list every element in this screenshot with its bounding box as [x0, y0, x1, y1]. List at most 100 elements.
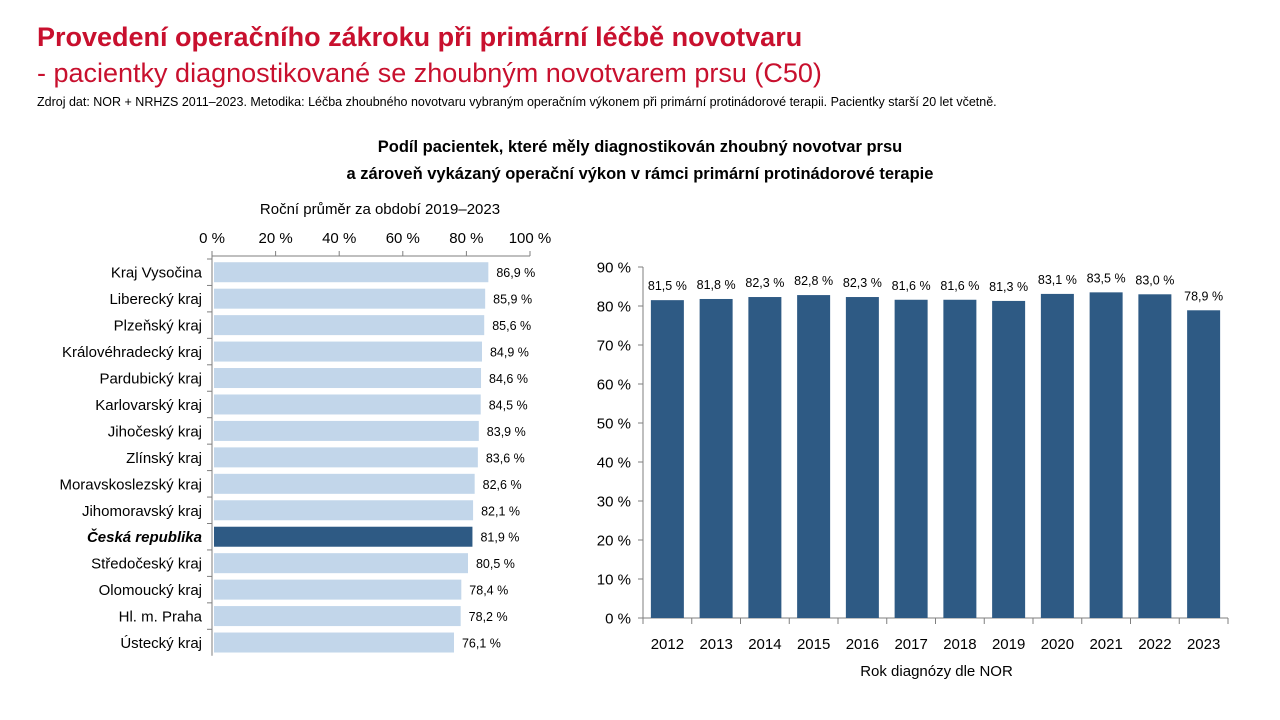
left-category-label: Ústecký kraj: [120, 635, 202, 652]
right-value-label: 81,6 %: [892, 279, 931, 293]
left-bar: [214, 394, 481, 415]
left-value-label: 86,9 %: [496, 266, 535, 280]
left-x-tick-label: 40 %: [322, 230, 356, 247]
left-value-label: 85,6 %: [492, 319, 531, 333]
left-category-label: Česká republika: [87, 528, 202, 546]
right-bar: [943, 299, 977, 618]
left-category-label: Jihočeský kraj: [108, 423, 202, 440]
left-bar: [214, 420, 479, 441]
right-x-tick-label: 2015: [797, 636, 830, 653]
right-bar: [1089, 292, 1123, 618]
right-value-label: 83,5 %: [1087, 271, 1126, 285]
data-source-note: Zdroj dat: NOR + NRHZS 2011–2023. Metodi…: [37, 95, 997, 109]
left-bar: [214, 579, 462, 600]
right-x-tick-label: 2014: [748, 636, 781, 653]
right-x-tick-label: 2012: [651, 636, 684, 653]
right-bar: [992, 300, 1026, 618]
left-value-label: 81,9 %: [480, 531, 519, 545]
left-bar: [214, 632, 454, 653]
right-y-tick-label: 50 %: [597, 416, 631, 433]
left-value-label: 83,9 %: [487, 425, 526, 439]
right-value-label: 82,8 %: [794, 274, 833, 288]
left-value-label: 82,1 %: [481, 504, 520, 518]
page-subtitle: - pacientky diagnostikované se zhoubným …: [37, 58, 822, 88]
right-x-tick-label: 2013: [699, 636, 732, 653]
left-category-label: Středočeský kraj: [91, 556, 202, 573]
right-x-tick-label: 2018: [943, 636, 976, 653]
left-bar: [214, 553, 468, 574]
right-y-tick-label: 0 %: [605, 611, 631, 628]
right-value-label: 81,6 %: [940, 279, 979, 293]
left-bar: [214, 315, 485, 336]
left-value-label: 78,2 %: [469, 610, 508, 624]
right-x-tick-label: 2017: [894, 636, 927, 653]
left-bar: [214, 526, 473, 547]
right-y-tick-label: 90 %: [597, 260, 631, 277]
left-value-label: 85,9 %: [493, 293, 532, 307]
left-bar: [214, 473, 475, 494]
left-value-label: 83,6 %: [486, 451, 525, 465]
left-bar: [214, 262, 489, 283]
chart-heading-line-2: a zároveň vykázaný operační výkon v rámc…: [346, 165, 934, 183]
right-x-tick-label: 2019: [992, 636, 1025, 653]
left-value-label: 84,5 %: [489, 398, 528, 412]
right-value-label: 78,9 %: [1184, 289, 1223, 303]
right-value-label: 83,0 %: [1135, 273, 1174, 287]
right-y-tick-label: 70 %: [597, 338, 631, 355]
right-x-tick-label: 2020: [1041, 636, 1074, 653]
left-category-label: Moravskoslezský kraj: [59, 476, 202, 493]
right-x-tick-label: 2016: [846, 636, 879, 653]
left-bar: [214, 341, 482, 362]
right-bar: [1187, 310, 1221, 618]
left-category-label: Hl. m. Praha: [119, 609, 203, 626]
left-value-label: 76,1 %: [462, 637, 501, 651]
right-y-tick-label: 10 %: [597, 572, 631, 589]
right-bar: [1040, 293, 1074, 618]
right-y-tick-label: 80 %: [597, 299, 631, 316]
right-y-tick-label: 20 %: [597, 533, 631, 550]
right-y-tick-label: 30 %: [597, 494, 631, 511]
chart-heading-line-1: Podíl pacientek, které měly diagnostikov…: [377, 138, 903, 156]
left-value-label: 82,6 %: [483, 478, 522, 492]
right-bar: [1138, 294, 1172, 618]
right-bar: [894, 299, 928, 618]
left-x-tick-label: 60 %: [386, 230, 420, 247]
left-x-tick-label: 80 %: [449, 230, 483, 247]
left-bar: [214, 606, 461, 627]
right-value-label: 82,3 %: [745, 276, 784, 290]
left-bar: [214, 447, 478, 468]
left-category-label: Karlovarský kraj: [95, 397, 202, 414]
right-x-tick-label: 2022: [1138, 636, 1171, 653]
left-x-tick-label: 0 %: [199, 230, 225, 247]
left-category-label: Olomoucký kraj: [99, 582, 202, 599]
page-title: Provedení operačního zákroku při primárn…: [37, 22, 803, 52]
right-y-tick-label: 60 %: [597, 377, 631, 394]
left-value-label: 84,6 %: [489, 372, 528, 386]
right-bar: [748, 297, 782, 618]
right-value-label: 81,3 %: [989, 280, 1028, 294]
left-category-label: Kraj Vysočina: [111, 265, 203, 282]
left-chart-title: Roční průměr za období 2019–2023: [260, 201, 500, 218]
left-bar: [214, 500, 474, 521]
right-x-axis-title: Rok diagnózy dle NOR: [860, 663, 1013, 680]
right-value-label: 81,8 %: [697, 278, 736, 292]
left-category-label: Pardubický kraj: [99, 371, 202, 388]
left-x-tick-label: 100 %: [509, 230, 552, 247]
left-category-label: Zlínský kraj: [126, 450, 202, 467]
right-value-label: 82,3 %: [843, 276, 882, 290]
left-x-tick-label: 20 %: [258, 230, 292, 247]
right-bar: [797, 295, 831, 618]
right-y-tick-label: 40 %: [597, 455, 631, 472]
left-value-label: 80,5 %: [476, 557, 515, 571]
left-bar: [214, 288, 486, 309]
left-category-label: Královéhradecký kraj: [62, 344, 202, 361]
left-category-label: Plzeňský kraj: [114, 318, 202, 335]
right-value-label: 83,1 %: [1038, 273, 1077, 287]
chart-heading: Podíl pacientek, které měly diagnostikov…: [0, 134, 1280, 188]
left-value-label: 84,9 %: [490, 346, 529, 360]
right-bar: [845, 297, 879, 618]
right-x-tick-label: 2021: [1089, 636, 1122, 653]
left-category-label: Jihomoravský kraj: [82, 503, 202, 520]
left-value-label: 78,4 %: [469, 584, 508, 598]
right-value-label: 81,5 %: [648, 279, 687, 293]
